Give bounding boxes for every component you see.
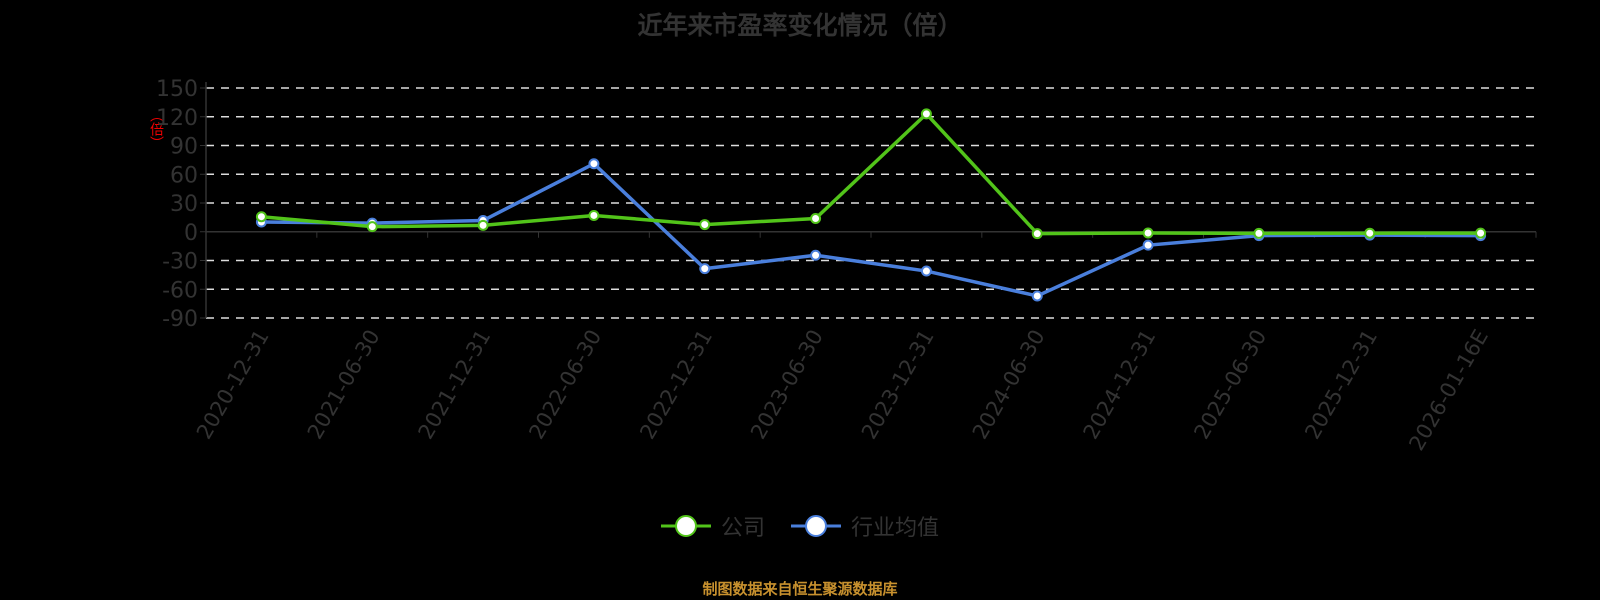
x-tick-label: 2023-12-31 [857, 326, 939, 444]
data-point[interactable] [810, 213, 822, 225]
data-point[interactable] [920, 108, 932, 120]
data-point[interactable] [1364, 227, 1376, 239]
data-point[interactable] [1253, 227, 1265, 239]
x-tick-label: 2022-06-30 [524, 326, 606, 444]
source-note: 制图数据来自恒生聚源数据库 [702, 580, 898, 598]
data-point[interactable] [699, 219, 711, 231]
legend-label-industry: 行业均值 [851, 516, 940, 541]
y-tick-label: 120 [156, 106, 198, 131]
data-point[interactable] [810, 249, 822, 261]
y-tick-label: 0 [184, 221, 198, 246]
y-tick-label: 90 [170, 135, 198, 160]
y-axis-unit-label: （倍） [148, 108, 164, 150]
legend-label-company: 公司 [720, 516, 765, 541]
y-tick-label: 30 [170, 192, 198, 217]
series-line [261, 111, 1481, 236]
data-point[interactable] [588, 158, 600, 170]
legend: 公司 行业均值 [0, 510, 1600, 542]
data-point[interactable] [477, 219, 489, 231]
data-point[interactable] [699, 263, 711, 275]
x-tick-label: 2024-12-31 [1079, 326, 1161, 444]
data-point[interactable] [366, 221, 378, 233]
x-tick-label: 2025-12-31 [1300, 326, 1382, 444]
x-tick-label: 2024-06-30 [968, 326, 1050, 444]
data-point[interactable] [588, 209, 600, 221]
data-point[interactable] [1142, 239, 1154, 251]
legend-marker-industry-icon [791, 515, 841, 537]
data-point[interactable] [1142, 227, 1154, 239]
y-tick-label: 60 [170, 163, 198, 188]
y-tick-label: -60 [162, 278, 198, 303]
x-tick-label: 2021-06-30 [303, 326, 385, 444]
data-point[interactable] [1475, 227, 1487, 239]
y-tick-label: 150 [156, 77, 198, 102]
series-line [261, 161, 1481, 298]
data-point[interactable] [1031, 290, 1043, 302]
y-tick-label: -90 [162, 307, 198, 332]
x-tick-label: 2023-06-30 [746, 326, 828, 444]
data-point[interactable] [920, 265, 932, 277]
data-point[interactable] [255, 211, 267, 223]
chart-title: 近年来市盈率变化情况（倍） [637, 11, 963, 40]
x-tick-label: 2022-12-31 [635, 326, 717, 444]
x-tick-label: 2025-06-30 [1189, 326, 1271, 444]
data-point[interactable] [1031, 228, 1043, 240]
legend-marker-company-icon [660, 515, 711, 537]
legend-item-company[interactable]: 公司 [660, 510, 765, 542]
x-tick-label: 2021-12-31 [414, 326, 496, 444]
x-tick-label: 2026-01-16E [1404, 326, 1492, 455]
x-tick-label: 2020-12-31 [192, 326, 274, 444]
legend-item-industry[interactable]: 行业均值 [791, 510, 939, 542]
y-tick-label: -30 [162, 250, 198, 275]
